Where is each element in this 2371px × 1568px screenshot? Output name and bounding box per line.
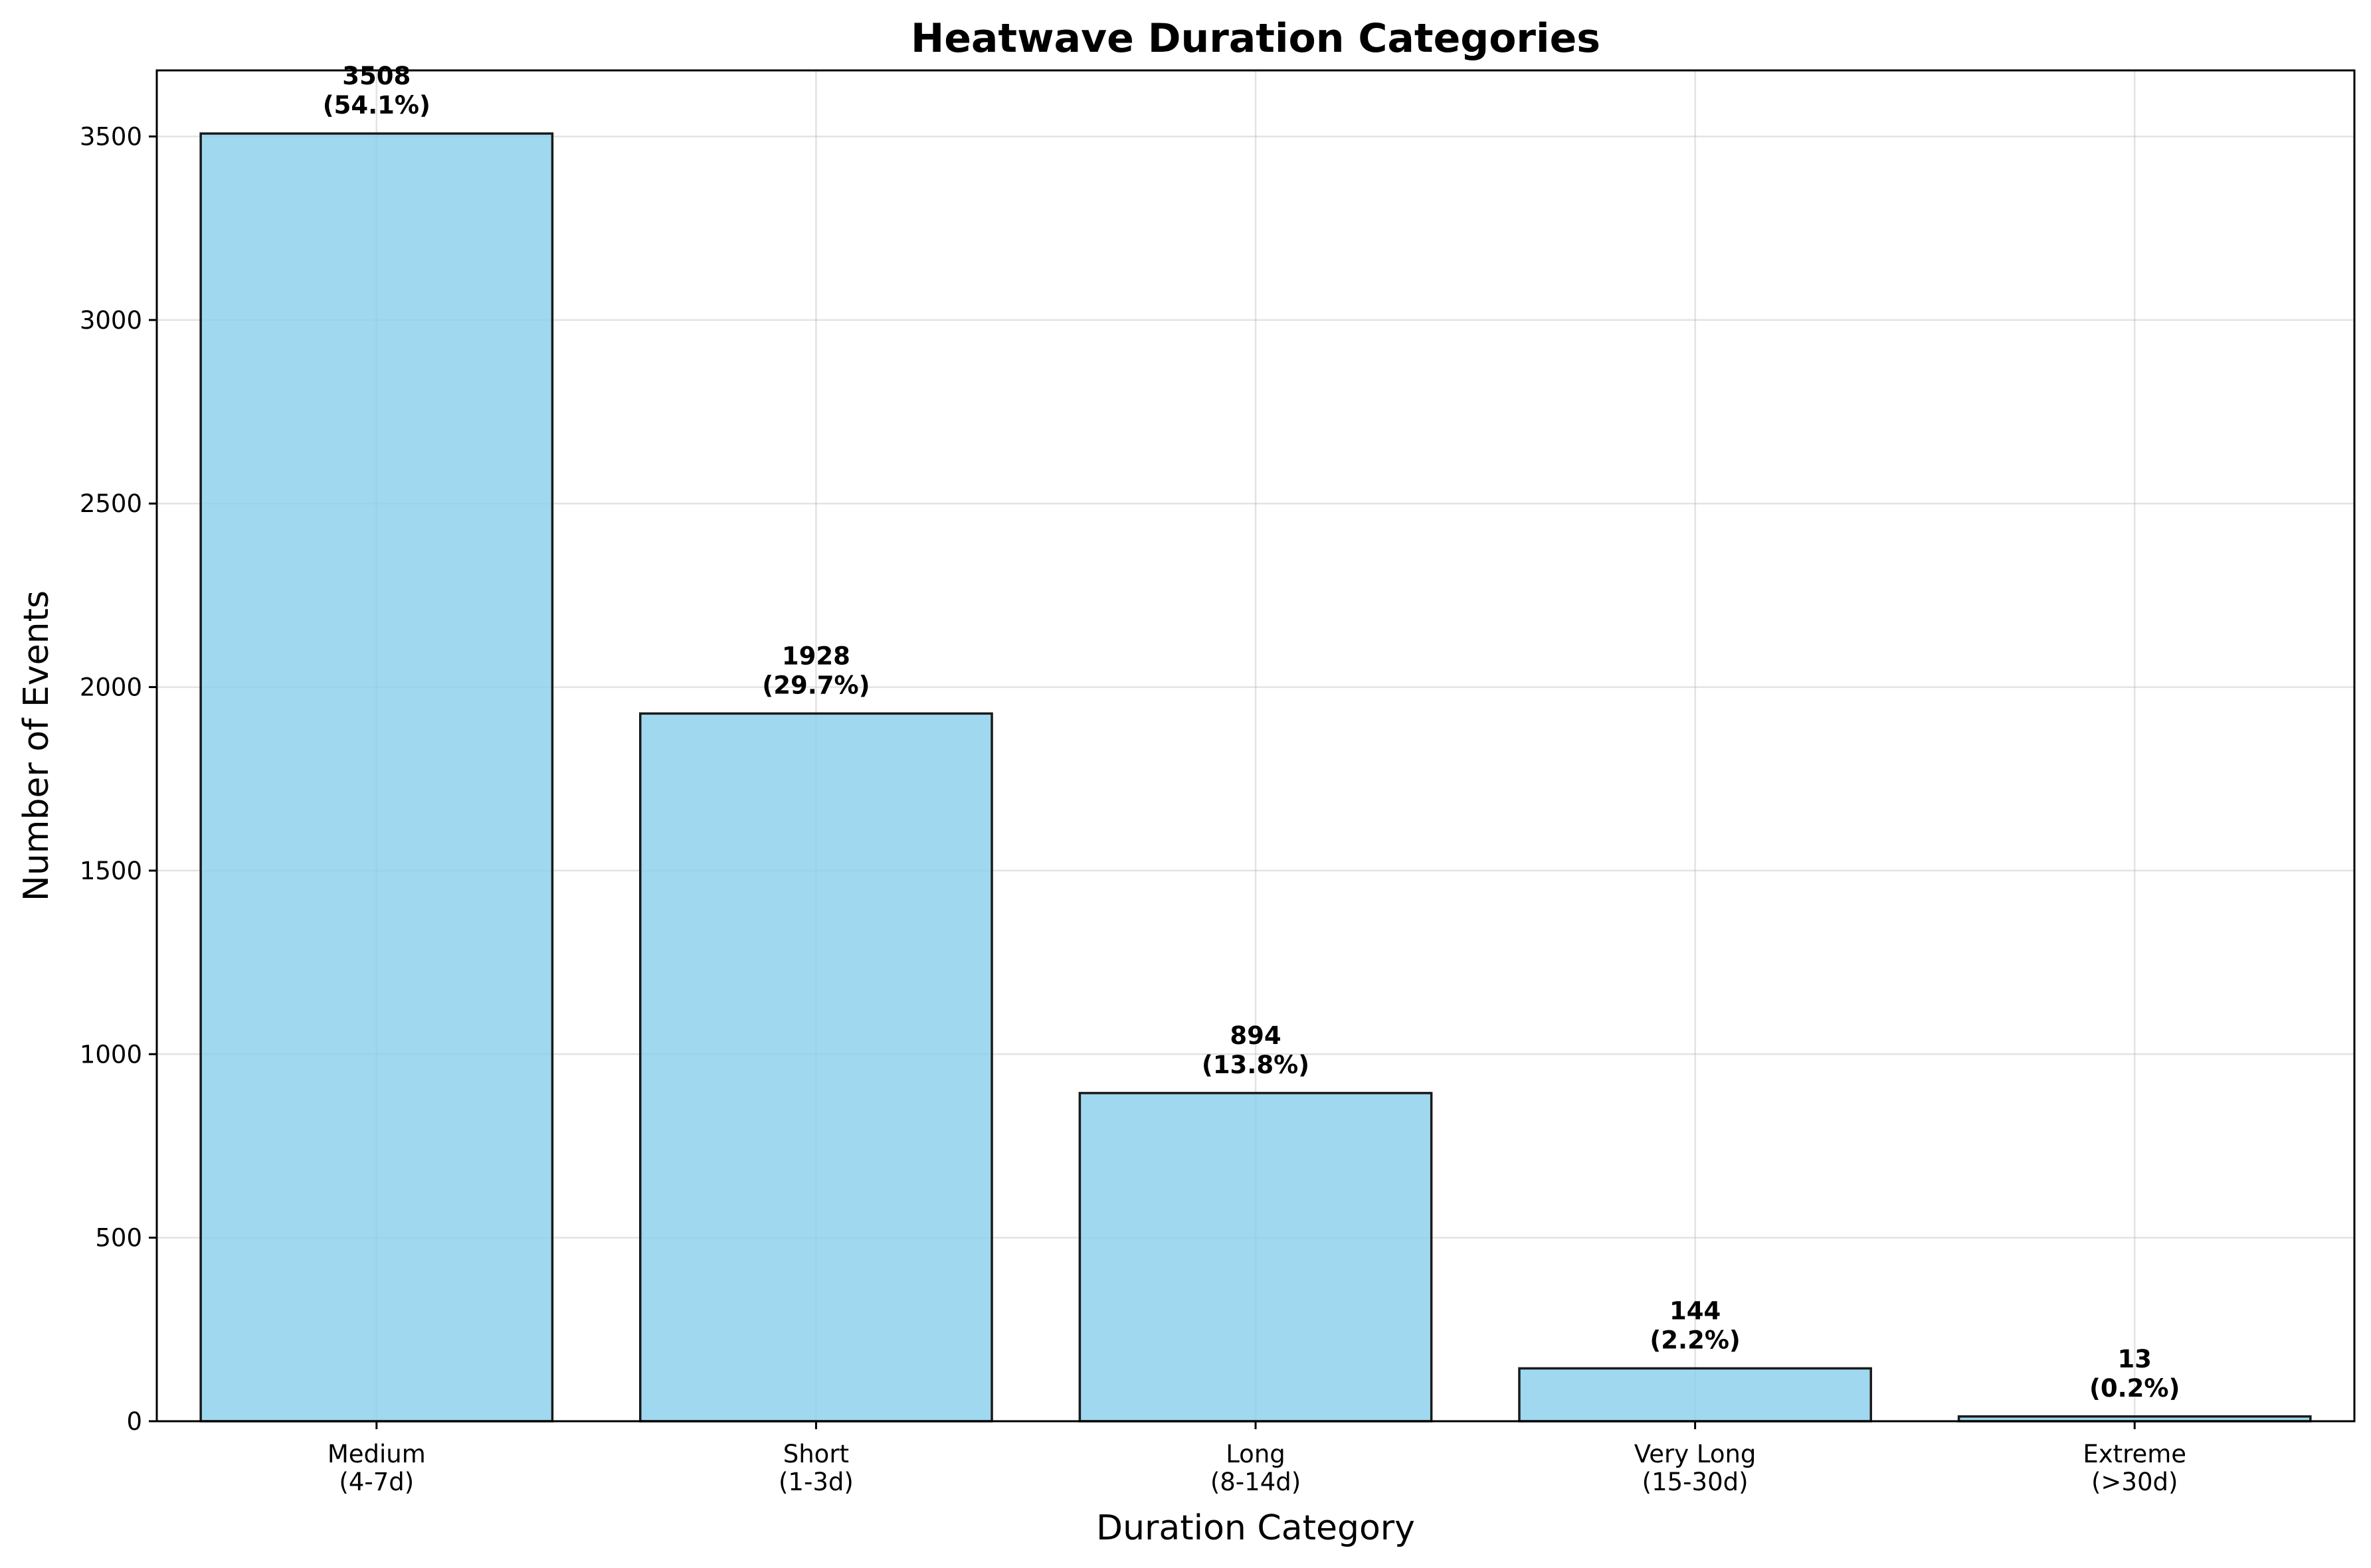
- y-tick-label: 3000: [80, 306, 142, 335]
- bar-value-label: 3508: [342, 62, 411, 90]
- bar-percent-label: (2.2%): [1650, 1326, 1740, 1354]
- x-tick-label: Long: [1226, 1440, 1285, 1468]
- chart-title: Heatwave Duration Categories: [911, 15, 1600, 62]
- bar-percent-label: (13.8%): [1202, 1051, 1309, 1079]
- bar-percent-label: (0.2%): [2089, 1374, 2180, 1403]
- x-axis-ticks: Medium(4-7d) Short(1-3d) Long(8-14d) Very L…: [328, 1421, 2186, 1496]
- data-labels: 3508(54.1%) 1928(29.7%) 894(13.8%) 144(2.2%…: [323, 62, 2180, 1403]
- bar-value-label: 144: [1669, 1296, 1721, 1325]
- y-tick-label: 1000: [80, 1040, 142, 1069]
- x-tick-label: Very Long: [1634, 1440, 1756, 1468]
- x-tick-label: (15-30d): [1642, 1468, 1749, 1496]
- bar: [639, 712, 993, 1423]
- bar: [1078, 1092, 1433, 1423]
- bar-value-label: 894: [1230, 1021, 1281, 1050]
- bar: [1518, 1367, 1872, 1423]
- bar-value-label: 13: [2117, 1345, 2152, 1373]
- x-tick-label: Short: [783, 1440, 849, 1468]
- x-axis-label: Duration Category: [1096, 1508, 1415, 1548]
- y-axis-label: Number of Events: [17, 590, 56, 901]
- bar: [199, 132, 554, 1423]
- x-tick-label: (4-7d): [339, 1468, 414, 1496]
- y-tick-label: 500: [95, 1224, 142, 1253]
- y-axis-ticks: 0 500 1000 1500 2000 2500 3000 3500: [80, 122, 157, 1436]
- y-tick-label: 0: [126, 1407, 142, 1436]
- y-tick-label: 2000: [80, 673, 142, 702]
- y-tick-label: 2500: [80, 489, 142, 518]
- y-tick-label: 1500: [80, 857, 142, 885]
- x-tick-label: (1-3d): [779, 1468, 854, 1496]
- y-tick-label: 3500: [80, 122, 142, 151]
- x-tick-label: (8-14d): [1210, 1468, 1301, 1496]
- bar-percent-label: (54.1%): [323, 91, 430, 120]
- bar-value-label: 1928: [782, 642, 850, 670]
- bar-percent-label: (29.7%): [762, 671, 870, 699]
- x-tick-label: (>30d): [2091, 1468, 2178, 1496]
- x-tick-label: Medium: [328, 1440, 426, 1468]
- bars: [199, 132, 2312, 1423]
- x-tick-label: Extreme: [2083, 1440, 2186, 1468]
